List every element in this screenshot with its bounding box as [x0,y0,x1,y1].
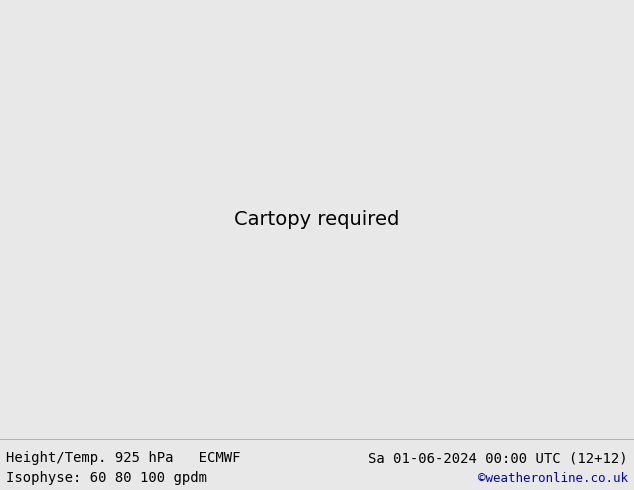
Text: Isophyse: 60 80 100 gpdm: Isophyse: 60 80 100 gpdm [6,471,207,485]
Text: Sa 01-06-2024 00:00 UTC (12+12): Sa 01-06-2024 00:00 UTC (12+12) [368,451,628,466]
Text: ©weatheronline.co.uk: ©weatheronline.co.uk [477,472,628,485]
Text: Cartopy required: Cartopy required [235,210,399,229]
Text: Height/Temp. 925 hPa   ECMWF: Height/Temp. 925 hPa ECMWF [6,451,241,466]
